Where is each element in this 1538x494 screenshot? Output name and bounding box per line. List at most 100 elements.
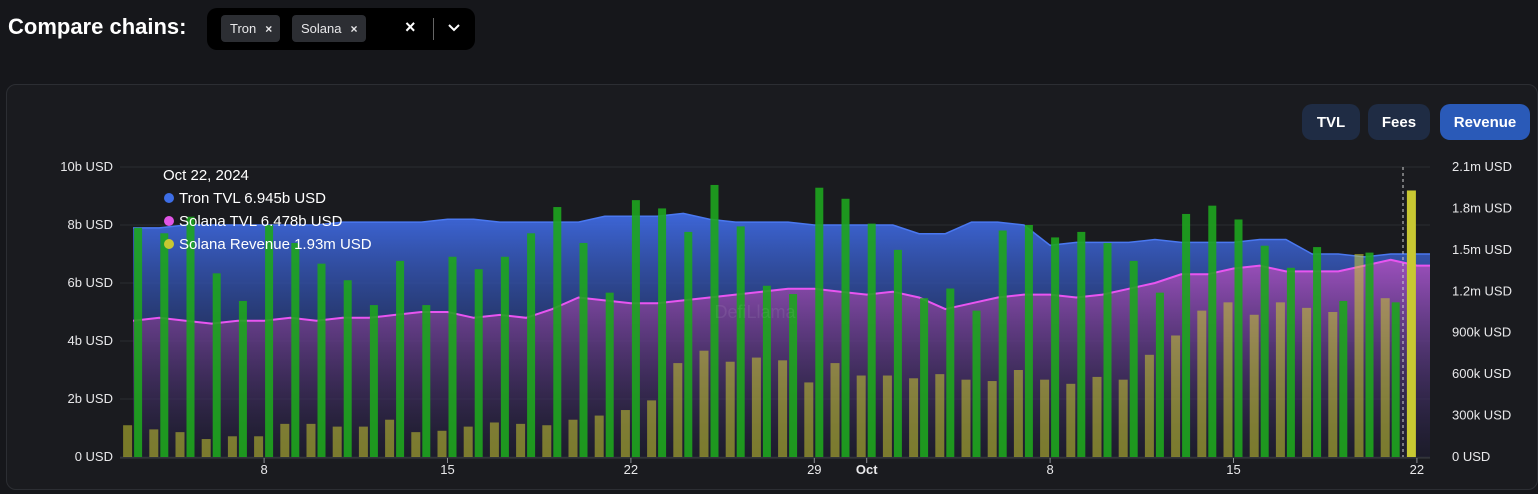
chip-tron: Tron ×	[221, 15, 281, 42]
bar-solana-revenue	[1249, 314, 1259, 457]
y-left-tick-label: 8b USD	[67, 217, 113, 232]
bar-tron-revenue	[998, 230, 1007, 457]
bar-tron-revenue	[815, 187, 824, 457]
bar-tron-revenue	[867, 223, 876, 457]
bar-tron-revenue	[789, 294, 798, 457]
bar-solana-revenue	[227, 436, 237, 457]
header: Compare chains: Tron × Solana × ×	[0, 0, 1538, 84]
bar-solana-revenue	[778, 360, 788, 457]
bar-tron-revenue	[1182, 213, 1191, 457]
bar-solana-revenue	[1066, 383, 1076, 457]
chevron-down-icon[interactable]	[447, 21, 461, 35]
bar-tron-revenue	[579, 242, 588, 457]
bar-tron-revenue	[1155, 292, 1164, 457]
bar-tron-revenue	[841, 198, 850, 457]
chain-selector[interactable]: Tron × Solana × ×	[207, 8, 475, 50]
bar-tron-revenue	[212, 273, 221, 457]
remove-tron-icon[interactable]: ×	[265, 21, 273, 36]
tooltip-dot-solana-revenue	[164, 239, 174, 249]
bar-tron-revenue	[972, 310, 981, 457]
y-left-tick-label: 4b USD	[67, 333, 113, 348]
bar-tron-revenue	[1234, 219, 1243, 457]
tab-fees[interactable]: Fees	[1368, 104, 1430, 140]
x-tick-label: Oct	[856, 462, 878, 477]
line-tron-tvl	[133, 212, 1430, 258]
page-title: Compare chains:	[8, 14, 187, 39]
bar-solana-revenue	[804, 382, 814, 457]
tooltip-series-solana-tvl: Solana TVL 6.478b USD	[179, 213, 343, 230]
bar-tron-revenue	[1208, 205, 1217, 457]
x-tick-label: 15	[1226, 462, 1240, 477]
bar-tron-revenue	[605, 292, 614, 457]
bar-solana-revenue	[1406, 190, 1416, 457]
bar-solana-revenue	[201, 439, 211, 457]
bar-tron-revenue	[265, 225, 274, 457]
y-left-tick-label: 6b USD	[67, 275, 113, 290]
y-right-tick-label: 900k USD	[1452, 325, 1511, 340]
bar-solana-revenue	[1197, 310, 1207, 457]
bar-solana-revenue	[673, 363, 683, 457]
separator	[433, 18, 434, 40]
bar-solana-revenue	[1328, 312, 1338, 457]
bar-solana-revenue	[1354, 254, 1364, 457]
bar-tron-revenue	[1365, 252, 1374, 457]
tooltip-series-tron-tvl: Tron TVL 6.945b USD	[179, 190, 326, 207]
bar-tron-revenue	[710, 184, 719, 457]
bar-solana-revenue	[463, 426, 473, 457]
bar-tron-revenue	[1313, 247, 1322, 457]
x-tick-label: 8	[1046, 462, 1053, 477]
bar-tron-revenue	[396, 260, 405, 457]
bar-solana-revenue	[961, 379, 971, 457]
metric-tabs: TVL Fees Revenue	[0, 104, 1538, 142]
tooltip-dot-tron-tvl	[164, 193, 174, 203]
y-right-tick-label: 1.5m USD	[1452, 242, 1512, 257]
y-right-tick-label: 1.2m USD	[1452, 283, 1512, 298]
x-tick-label: 22	[624, 462, 638, 477]
clear-all-icon[interactable]: ×	[405, 17, 416, 37]
bar-solana-revenue	[935, 374, 945, 457]
bar-solana-revenue	[306, 423, 316, 457]
bar-tron-revenue	[1077, 231, 1086, 457]
bar-tron-revenue	[946, 288, 955, 457]
bar-solana-revenue	[699, 350, 709, 457]
bar-solana-revenue	[1171, 335, 1181, 457]
y-left-tick-label: 2b USD	[67, 391, 113, 406]
bar-solana-revenue	[647, 400, 657, 457]
y-right-tick-label: 600k USD	[1452, 366, 1511, 381]
bar-solana-revenue	[725, 361, 735, 457]
bar-tron-revenue	[291, 242, 300, 457]
bar-tron-revenue	[369, 305, 378, 457]
bar-tron-revenue	[317, 263, 326, 457]
chip-solana: Solana ×	[292, 15, 366, 42]
bar-tron-revenue	[474, 269, 483, 457]
x-tick-label: 15	[440, 462, 454, 477]
x-tick-label: 22	[1410, 462, 1424, 477]
bar-tron-revenue	[1024, 225, 1033, 457]
x-tick-label: 8	[260, 462, 267, 477]
tab-tvl[interactable]: TVL	[1302, 104, 1360, 140]
y-left-tick-label: 10b USD	[60, 159, 113, 174]
bar-tron-revenue	[422, 305, 431, 457]
remove-solana-icon[interactable]: ×	[350, 21, 358, 36]
bar-tron-revenue	[1286, 267, 1295, 457]
y-right-tick-label: 2.1m USD	[1452, 159, 1512, 174]
y-right-tick-label: 1.8m USD	[1452, 200, 1512, 215]
bar-solana-revenue	[149, 429, 159, 457]
bar-tron-revenue	[160, 233, 169, 457]
bar-tron-revenue	[448, 256, 457, 457]
bar-tron-revenue	[553, 207, 562, 457]
bar-tron-revenue	[1391, 302, 1400, 457]
bar-solana-revenue	[568, 419, 578, 457]
bar-tron-revenue	[186, 216, 195, 457]
bar-solana-revenue	[516, 423, 526, 457]
bar-solana-revenue	[123, 425, 133, 457]
tab-revenue[interactable]: Revenue	[1440, 104, 1530, 140]
bar-tron-revenue	[1129, 260, 1138, 457]
bar-solana-revenue	[411, 432, 421, 457]
bar-solana-revenue	[751, 357, 761, 457]
bar-solana-revenue	[1223, 302, 1233, 457]
bar-tron-revenue	[1051, 237, 1060, 457]
x-tick-label: 29	[807, 462, 821, 477]
bar-tron-revenue	[893, 249, 902, 457]
